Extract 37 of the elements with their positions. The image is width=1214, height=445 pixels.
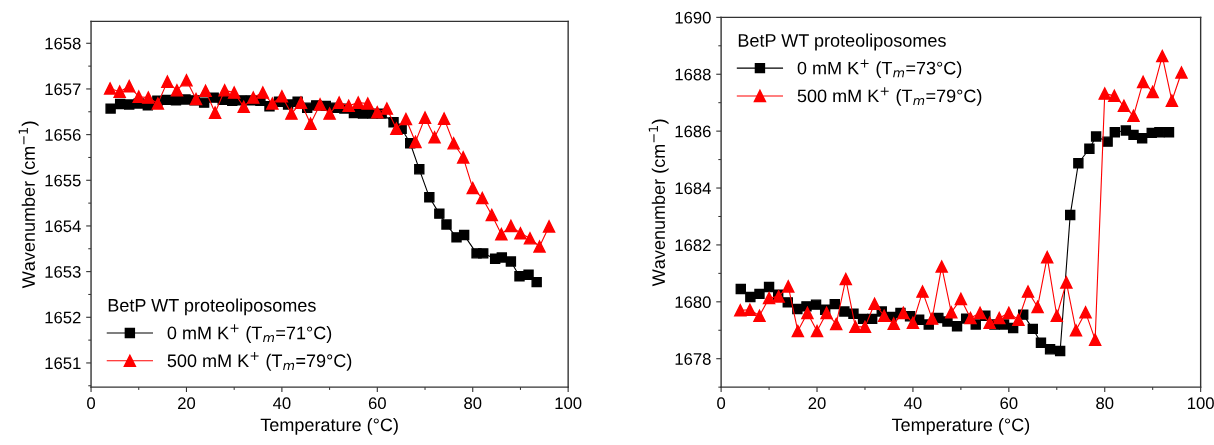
x-tick-label: 60 bbox=[1000, 397, 1018, 410]
y-tick-label: 1690 bbox=[675, 11, 711, 24]
legend-label: 500 mM K$^{+}$ (T$_{m}$=79°C) bbox=[797, 87, 982, 106]
x-axis-title: Temperature (°C) bbox=[260, 417, 398, 435]
y-tick-label: 1653 bbox=[45, 266, 81, 278]
x-tick-label: 100 bbox=[1188, 397, 1214, 410]
y-tick-label: 1657 bbox=[45, 83, 81, 96]
x-tick-label: 0 bbox=[87, 397, 96, 410]
y-tick-label: 1651 bbox=[45, 357, 81, 370]
y-tick-label: 1654 bbox=[45, 220, 81, 233]
y-tick-label: 1656 bbox=[45, 129, 81, 141]
x-tick-label: 80 bbox=[464, 397, 482, 410]
y-tick-label: 1655 bbox=[45, 174, 81, 187]
x-tick-label: 20 bbox=[808, 397, 826, 410]
x-axis-title: Temperature (°C) bbox=[891, 417, 1030, 435]
y-tick-label: 1686 bbox=[675, 125, 711, 138]
legend-label: 0 mM K$^{+}$ (T$_{m}$=71°C) bbox=[167, 324, 332, 343]
x-tick-label: 60 bbox=[368, 397, 386, 410]
x-tick-label: 20 bbox=[178, 397, 196, 410]
legend-title: BetP WT proteoliposomes bbox=[738, 33, 946, 51]
x-tick-label: 100 bbox=[555, 397, 582, 410]
y-tick-label: 1678 bbox=[675, 353, 711, 365]
y-tick-label: 1682 bbox=[675, 239, 711, 252]
y-axis-title: Wavenumber (cm$^{−1}$) bbox=[18, 121, 39, 289]
y-tick-label: 1684 bbox=[675, 182, 711, 195]
x-tick-label: 40 bbox=[904, 397, 922, 410]
x-tick-label: 0 bbox=[717, 397, 726, 410]
y-tick-label: 1658 bbox=[45, 37, 81, 50]
y-tick-label: 1652 bbox=[45, 311, 81, 324]
legend-label: 500 mM K$^{+}$ (T$_{m}$=79°C) bbox=[167, 352, 352, 371]
x-tick-label: 40 bbox=[273, 397, 291, 410]
y-axis-title: Wavenumber (cm$^{−1}$) bbox=[648, 119, 669, 287]
x-tick-label: 80 bbox=[1096, 397, 1114, 410]
y-tick-label: 1688 bbox=[675, 68, 711, 81]
legend-title: BetP WT proteoliposomes bbox=[108, 298, 316, 316]
legend-label: 0 mM K$^{+}$ (T$_{m}$=73°C) bbox=[797, 59, 962, 79]
y-tick-label: 1680 bbox=[675, 296, 711, 309]
